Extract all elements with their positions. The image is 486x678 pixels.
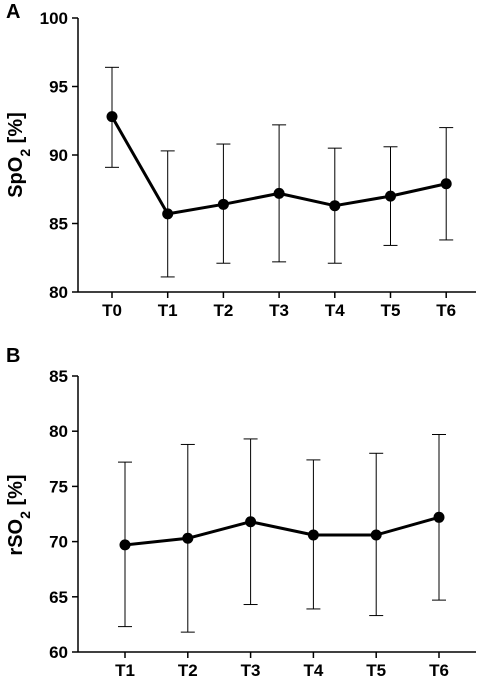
panel-b-y-tick-label: 85 — [49, 367, 68, 386]
panel-a-data-point — [217, 198, 229, 210]
panel-b-x-tick-label: T6 — [429, 661, 449, 678]
panel-b-y-tick-label: 60 — [49, 643, 68, 662]
panel-a-x-tick-label: T3 — [269, 301, 289, 320]
panel-a-x-tick-label: T6 — [436, 301, 456, 320]
panel-a-data-point — [329, 200, 341, 212]
panel-b-label: B — [6, 345, 20, 367]
panel-b-data-point — [307, 529, 319, 541]
panel-a-label: A — [6, 1, 20, 23]
panel-a-data-point — [440, 178, 452, 190]
panel-a-data-point — [273, 187, 285, 199]
panel-b-y-tick-label: 80 — [49, 422, 68, 441]
panel-a-x-tick-label: T5 — [381, 301, 401, 320]
panel-b-series — [119, 511, 445, 551]
panel-b: B rSO2 [%] 60 65 70 75 80 85 T1 T2 T3 T4 T5 T6 — [5, 345, 476, 678]
panel-b-y-tick-label: 70 — [49, 533, 68, 552]
panel-b-y-tick-label: 75 — [49, 477, 68, 496]
panel-a: A SpO2 [%] 80 85 90 95 100 T0 T1 T2 T3 T4 T5 T6 — [5, 1, 476, 320]
panel-a-data-point — [162, 208, 174, 220]
panel-b-data-point — [370, 529, 382, 541]
panel-a-y-axis-title: SpO2 [%] — [5, 112, 33, 198]
panel-b-axes: 60 65 70 75 80 85 T1 T2 T3 T4 T5 T6 — [49, 367, 476, 678]
panel-b-x-tick-label: T4 — [303, 661, 323, 678]
panel-a-error-bars — [105, 66, 454, 278]
panel-a-x-tick-label: T0 — [102, 301, 122, 320]
panel-b-error-bars — [118, 434, 446, 633]
panel-a-x-tick-label: T1 — [158, 301, 178, 320]
panel-b-x-tick-label: T2 — [178, 661, 198, 678]
panel-a-series — [106, 111, 452, 220]
panel-b-series-line — [124, 515, 440, 547]
panel-b-x-tick-label: T5 — [366, 661, 386, 678]
panel-a-x-tick-label: T4 — [325, 301, 345, 320]
panel-a-data-point — [385, 190, 396, 202]
panel-b-y-tick-label: 65 — [49, 588, 68, 607]
panel-a-y-tick-label: 90 — [49, 146, 68, 165]
panel-b-data-point — [182, 532, 194, 544]
panel-a-y-tick-label: 100 — [40, 9, 68, 28]
panel-b-x-tick-label: T3 — [241, 661, 261, 678]
panel-b-y-axis-title: rSO2 [%] — [5, 474, 33, 555]
panel-a-y-tick-label: 80 — [49, 283, 68, 302]
panel-b-data-point — [433, 511, 445, 523]
panel-b-x-tick-label: T1 — [115, 661, 135, 678]
panel-b-data-point — [245, 516, 257, 528]
panel-a-x-tick-label: T2 — [213, 301, 233, 320]
panel-a-y-tick-label: 95 — [49, 78, 68, 97]
panel-a-data-point — [106, 111, 118, 123]
panel-b-data-point — [119, 539, 131, 551]
panel-a-axes: 80 85 90 95 100 T0 T1 T2 T3 T4 T5 T6 — [40, 9, 476, 320]
panel-a-y-tick-label: 85 — [49, 215, 68, 234]
